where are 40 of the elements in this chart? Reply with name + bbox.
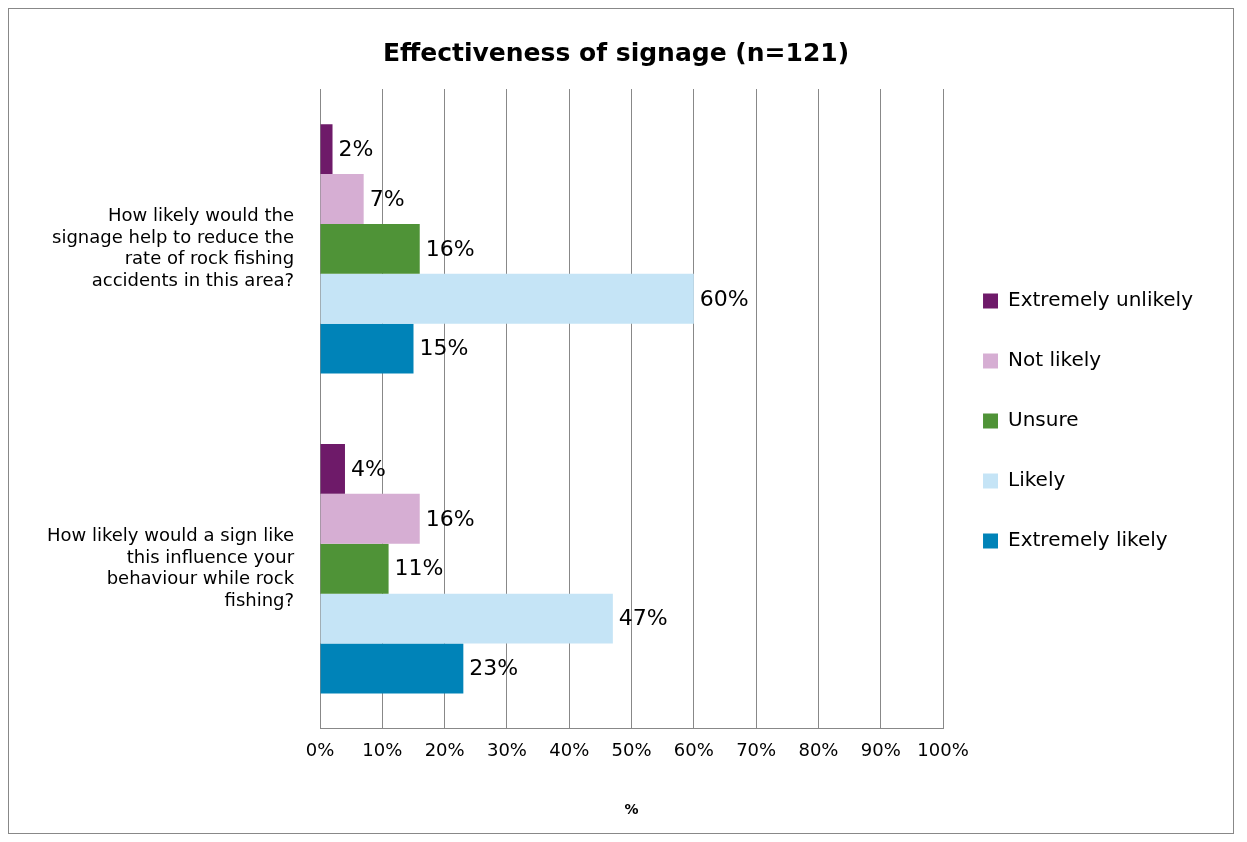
legend-label: Likely xyxy=(1008,467,1066,492)
bar xyxy=(320,174,364,224)
x-tick-label: 40% xyxy=(549,739,590,761)
legend-label: Not likely xyxy=(1008,347,1102,372)
data-label: 16% xyxy=(425,235,475,261)
x-tick-label: 0% xyxy=(305,739,335,761)
x-axis-title: % xyxy=(624,801,639,818)
legend-label: Unsure xyxy=(1008,407,1079,432)
x-tick-label: 10% xyxy=(362,739,403,761)
bar xyxy=(320,223,420,274)
legend-label: Extremely unlikely xyxy=(1008,287,1194,312)
data-label: 7% xyxy=(369,185,405,211)
bar xyxy=(320,323,414,374)
x-tick-label: 100% xyxy=(917,739,969,761)
data-label: 2% xyxy=(338,135,374,161)
bar xyxy=(320,593,613,644)
y-tick-label: How likely would the signage help to reduce the rate of rock fishing accidents in this area? xyxy=(52,204,295,290)
bar xyxy=(320,273,694,324)
legend-label: Extremely likely xyxy=(1008,527,1168,552)
y-tick-label: How likely would a sign like this influence your behaviour while rock fishing? xyxy=(47,523,295,610)
bar xyxy=(320,643,464,694)
data-label: 23% xyxy=(469,655,519,681)
x-tick-label: 70% xyxy=(736,739,777,761)
x-tick-label: 90% xyxy=(860,739,901,761)
bar xyxy=(320,543,389,594)
data-label: 11% xyxy=(394,555,444,581)
data-label: 47% xyxy=(618,605,668,631)
bar xyxy=(320,124,333,175)
data-label: 60% xyxy=(699,285,749,311)
data-label: 16% xyxy=(425,505,475,531)
x-tick-label: 30% xyxy=(486,739,527,761)
x-tick-label: 80% xyxy=(798,739,839,761)
data-label: 15% xyxy=(419,335,469,361)
chart-title: Effectiveness of signage (n=121) xyxy=(382,37,850,67)
x-tick-label: 60% xyxy=(673,739,714,761)
data-label: 4% xyxy=(350,455,386,481)
x-tick-label: 20% xyxy=(424,739,465,761)
bar xyxy=(320,493,420,544)
x-tick-label: 50% xyxy=(611,739,652,761)
bar xyxy=(320,443,345,494)
